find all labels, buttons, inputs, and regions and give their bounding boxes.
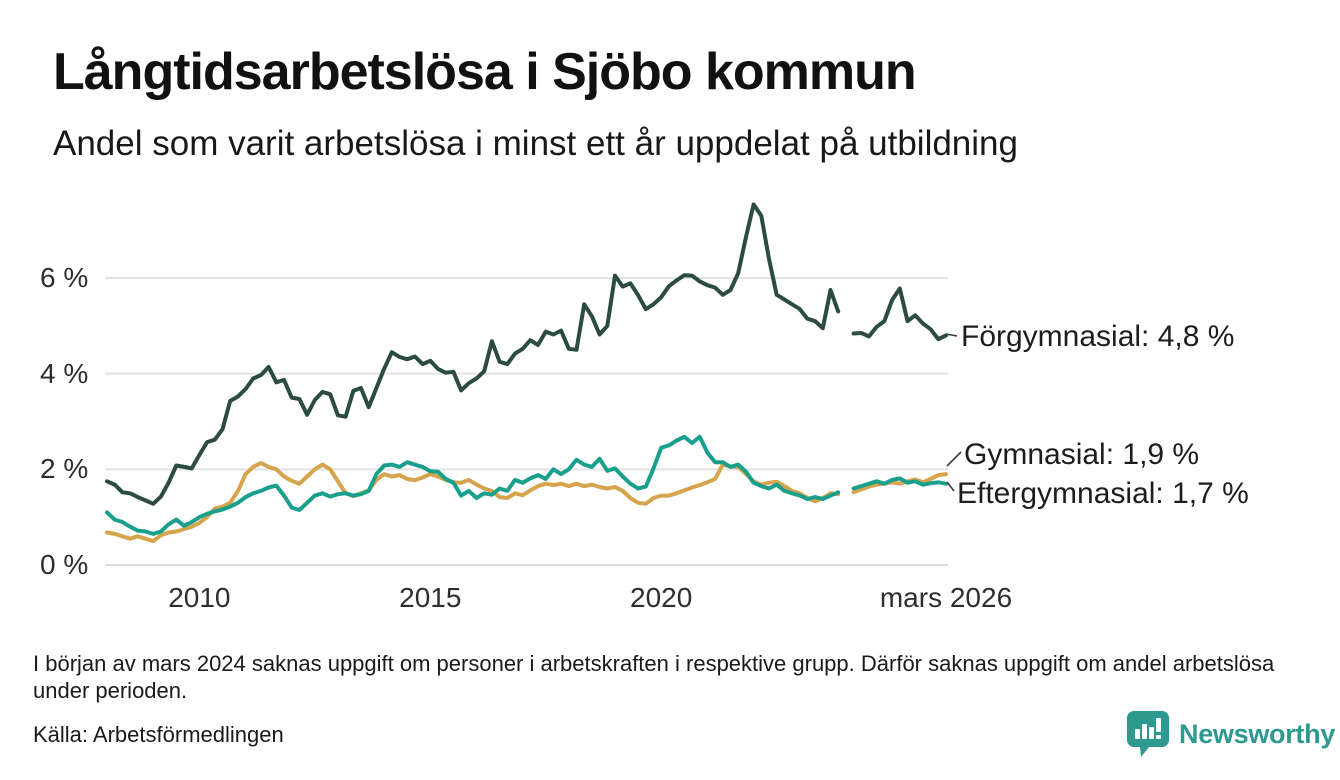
chart-footnote: I början av mars 2024 saknas uppgift om … [33, 651, 1275, 703]
x-axis-tick-label: 2010 [168, 582, 231, 613]
series-annotation: Gymnasial: 1,9 % [964, 438, 1200, 471]
annotation-connector [945, 333, 958, 337]
annotation-connector [946, 451, 962, 467]
series-annotation: Eftergymnasial: 1,7 % [957, 477, 1249, 510]
y-axis-tick-label: 6 % [40, 262, 89, 294]
chart-subtitle: Andel som varit arbetslösa i minst ett å… [53, 124, 1018, 163]
page-title: Långtidsarbetslösa i Sjöbo kommun [53, 43, 917, 101]
newsworthy-brand-lockup[interactable]: Newsworthy [1126, 710, 1335, 758]
y-axis-tick-label: 0 % [40, 549, 89, 580]
source-caption: Källa: Arbetsförmedlingen [33, 722, 284, 747]
newsworthy-logo-icon [1126, 710, 1170, 758]
x-axis-tick-label: mars 2026 [879, 582, 1013, 613]
x-axis-tick-label: 2015 [399, 582, 462, 613]
series-line-gymnasial [105, 461, 948, 544]
y-axis-tick-label: 4 % [40, 357, 89, 389]
series-line-eftergymnasial [105, 434, 948, 536]
newsworthy-wordmark: Newsworthy [1179, 718, 1336, 749]
x-axis-tick-label: 2020 [630, 582, 693, 613]
annotation-connector [946, 481, 955, 492]
series-annotation: Förgymnasial: 4,8 % [961, 320, 1235, 353]
series-line-förgymnasial [105, 202, 948, 506]
y-axis-tick-label: 2 % [40, 453, 89, 485]
